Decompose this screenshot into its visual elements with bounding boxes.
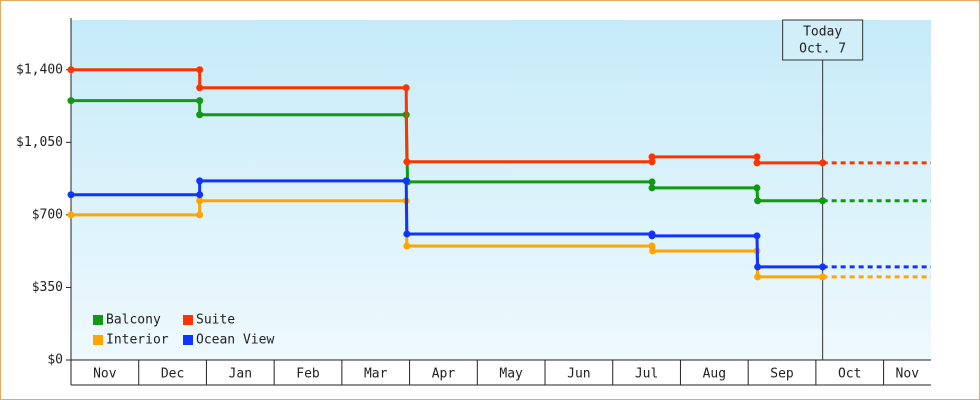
point bbox=[819, 263, 827, 271]
point bbox=[196, 197, 204, 205]
point bbox=[196, 97, 204, 105]
today-label: Oct. 7 bbox=[799, 42, 846, 57]
point bbox=[753, 153, 761, 161]
point bbox=[196, 211, 204, 219]
today-label: Today bbox=[803, 25, 842, 40]
legend-label: Balcony bbox=[106, 313, 161, 328]
point bbox=[753, 184, 761, 192]
y-tick-label: $1,400 bbox=[16, 62, 63, 77]
point bbox=[403, 158, 411, 166]
legend-swatch bbox=[93, 335, 103, 345]
x-tick-label: Nov bbox=[93, 367, 117, 382]
point bbox=[648, 158, 656, 166]
x-tick-label: Jul bbox=[635, 367, 658, 382]
point bbox=[67, 66, 75, 74]
point bbox=[754, 263, 762, 271]
x-tick-label: May bbox=[499, 367, 523, 382]
point bbox=[649, 247, 657, 255]
x-tick-label: Oct bbox=[838, 367, 861, 382]
point bbox=[819, 273, 827, 281]
point bbox=[648, 178, 656, 186]
y-tick-label: $350 bbox=[32, 280, 63, 295]
legend-label: Suite bbox=[196, 313, 235, 328]
point bbox=[67, 97, 75, 105]
point bbox=[196, 191, 204, 199]
series-line bbox=[71, 99, 823, 203]
x-tick-label: Nov bbox=[896, 367, 920, 382]
legend-label: Ocean View bbox=[196, 333, 274, 348]
point bbox=[196, 84, 204, 92]
legend-swatch bbox=[93, 315, 103, 325]
x-tick-label: Jun bbox=[567, 367, 590, 382]
today-box bbox=[782, 19, 864, 61]
point bbox=[753, 159, 761, 167]
point bbox=[403, 230, 411, 238]
x-tick-label: Dec bbox=[161, 367, 184, 382]
x-tick-label: Jan bbox=[229, 367, 252, 382]
y-tick-label: $700 bbox=[32, 207, 63, 222]
x-tick-label: Apr bbox=[432, 367, 456, 382]
point bbox=[196, 177, 204, 185]
legend-swatch bbox=[183, 315, 193, 325]
point bbox=[196, 66, 204, 74]
series-line bbox=[71, 179, 823, 269]
x-tick-label: Sep bbox=[770, 367, 794, 382]
x-tick-label: Mar bbox=[364, 367, 388, 382]
point bbox=[754, 273, 762, 281]
x-tick-label: Aug bbox=[703, 367, 726, 382]
x-tick-label: Feb bbox=[296, 367, 320, 382]
point bbox=[67, 211, 75, 219]
point bbox=[754, 197, 762, 205]
point bbox=[753, 232, 761, 240]
point bbox=[819, 197, 827, 205]
point bbox=[648, 184, 656, 192]
point bbox=[67, 191, 75, 199]
legend-label: Interior bbox=[106, 333, 169, 348]
point bbox=[402, 177, 410, 185]
point bbox=[648, 232, 656, 240]
point bbox=[402, 84, 410, 92]
point bbox=[648, 153, 656, 161]
plot-area bbox=[71, 20, 931, 360]
point bbox=[403, 242, 411, 250]
y-tick-label: $1,050 bbox=[16, 135, 63, 150]
legend-swatch bbox=[183, 335, 193, 345]
y-tick-label: $0 bbox=[47, 353, 63, 368]
point bbox=[819, 159, 827, 167]
point bbox=[196, 111, 204, 119]
